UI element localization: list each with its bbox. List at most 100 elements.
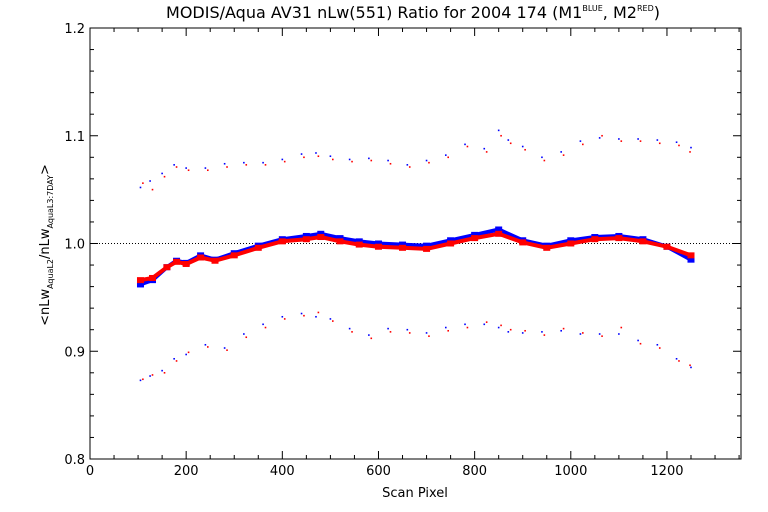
- data-point: [582, 143, 584, 146]
- data-point: [206, 169, 209, 172]
- data-point: [562, 327, 565, 330]
- series-lower-red: [142, 311, 691, 381]
- data-point: [637, 138, 639, 140]
- data-point: [389, 331, 392, 333]
- data-point: [618, 333, 620, 335]
- data-point: [348, 327, 351, 330]
- data-point: [601, 134, 603, 137]
- data-point: [444, 154, 447, 156]
- data-point: [408, 332, 411, 334]
- data-point: [315, 315, 317, 318]
- data-point: [163, 372, 166, 374]
- data-point: [136, 277, 144, 284]
- data-point: [656, 343, 659, 346]
- data-point: [485, 151, 488, 153]
- data-point: [303, 156, 305, 159]
- chart-title-end: ): [654, 3, 660, 22]
- data-point: [245, 336, 248, 339]
- data-point: [303, 314, 305, 317]
- data-point: [332, 158, 334, 161]
- data-point: [329, 318, 332, 320]
- data-point: [139, 186, 142, 189]
- data-point: [283, 318, 286, 320]
- data-point: [428, 161, 430, 164]
- data-point: [370, 337, 373, 340]
- data-point: [151, 374, 154, 376]
- y-tick-label: 1.2: [64, 22, 85, 37]
- y-tick-label: 1.0: [64, 238, 85, 253]
- data-point: [187, 169, 190, 172]
- data-point: [582, 332, 584, 334]
- data-point: [509, 328, 512, 331]
- data-point: [560, 329, 562, 332]
- data-point: [507, 331, 510, 333]
- data-point: [142, 182, 144, 184]
- data-point: [317, 155, 320, 158]
- data-point: [173, 164, 175, 166]
- data-point: [262, 161, 264, 164]
- y-axis-label-a: <nLw: [38, 289, 53, 326]
- data-point: [639, 342, 642, 345]
- data-point: [658, 142, 661, 145]
- x-tick-label: 1200: [650, 464, 683, 479]
- data-point: [281, 315, 284, 318]
- data-point: [601, 335, 603, 337]
- data-point: [142, 378, 144, 381]
- data-point: [483, 323, 486, 326]
- chart-title-sup-blue: BLUE: [582, 4, 602, 13]
- data-point: [300, 153, 303, 155]
- data-point: [368, 157, 370, 160]
- data-point: [185, 353, 187, 356]
- data-point: [351, 331, 353, 333]
- x-tick-label: 600: [366, 464, 391, 479]
- data-point: [281, 158, 284, 161]
- data-point: [185, 167, 187, 169]
- data-point: [500, 324, 502, 327]
- data-point: [562, 154, 565, 156]
- data-point: [317, 311, 320, 314]
- data-point: [406, 164, 409, 166]
- chart-title: MODIS/Aqua AV31 nLw(551) Ratio for 2004 …: [166, 3, 660, 22]
- series-upper-red: [142, 134, 691, 191]
- data-point: [690, 366, 692, 369]
- data-point: [428, 335, 430, 337]
- data-point: [223, 347, 226, 349]
- data-point: [283, 160, 286, 163]
- data-point: [151, 188, 154, 191]
- x-tick-label: 200: [174, 464, 199, 479]
- data-point: [466, 326, 469, 329]
- data-point: [187, 351, 190, 354]
- data-point: [149, 375, 151, 377]
- chart-title-mid: , M2: [603, 3, 637, 22]
- data-point: [560, 151, 562, 153]
- data-point: [149, 180, 151, 182]
- data-point: [329, 155, 332, 158]
- data-point: [206, 346, 209, 348]
- axis-ticks: [89, 27, 741, 460]
- data-point: [524, 329, 526, 332]
- data-point: [173, 357, 175, 360]
- data-point: [161, 172, 163, 175]
- data-point: [175, 166, 178, 168]
- data-point: [497, 129, 500, 132]
- data-point: [444, 326, 447, 329]
- data-point: [543, 334, 546, 336]
- data-point: [464, 323, 466, 326]
- y-axis-label: <nLwAquaL2/nLwAquaL3:7DAY>: [38, 164, 55, 326]
- data-point: [408, 166, 411, 168]
- data-point: [351, 160, 353, 163]
- chart-title-sup-red: RED: [637, 4, 654, 13]
- data-point: [300, 312, 303, 315]
- data-point: [658, 347, 661, 349]
- series-mean-blue: [136, 226, 695, 288]
- series-mean-red: [136, 230, 695, 284]
- data-point: [500, 134, 502, 137]
- data-point: [387, 159, 389, 162]
- data-point: [226, 349, 228, 351]
- data-point: [483, 147, 486, 150]
- data-point: [507, 139, 510, 141]
- data-point: [509, 142, 512, 145]
- chart-title-main: MODIS/Aqua AV31 nLw(551) Ratio for 2004 …: [166, 3, 582, 22]
- data-point: [204, 343, 207, 346]
